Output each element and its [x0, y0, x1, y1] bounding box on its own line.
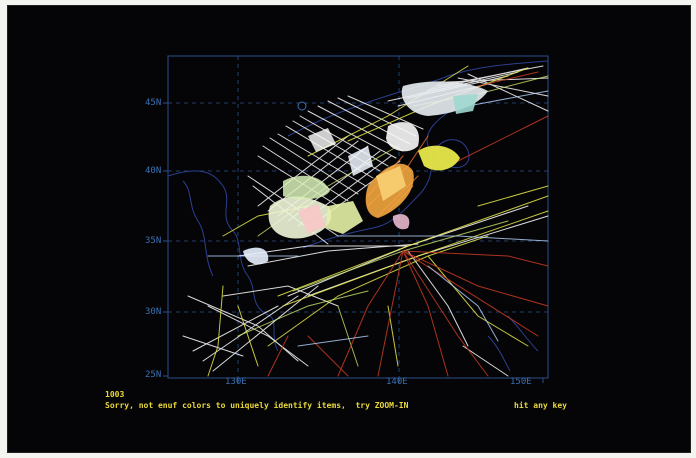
lat-label-45n: 45N	[145, 98, 162, 108]
track-density-patches	[243, 81, 488, 265]
map-frame	[167, 55, 549, 379]
lon-label-140e: 140E	[386, 377, 408, 387]
ticks	[163, 102, 544, 383]
lat-label-40n: 40N	[145, 166, 162, 176]
lat-label-35n: 35N	[145, 236, 162, 246]
japan-coast	[302, 105, 459, 249]
lat-label-25n: 25N	[145, 370, 162, 380]
ship-track-map	[163, 55, 549, 383]
hit-any-key-prompt: hit any key	[514, 401, 567, 410]
korea-coast	[167, 170, 279, 352]
graphics-display: 45N 40N 35N 30N 25N 130E 140E 150E 1003 …	[8, 6, 690, 452]
lon-label-130e: 130E	[225, 377, 247, 387]
china-coast	[182, 180, 214, 277]
lat-label-30n: 30N	[145, 307, 162, 317]
track-count: 1003	[105, 390, 125, 399]
islands-coast	[487, 315, 539, 372]
lon-label-150e: 150E	[510, 377, 532, 387]
status-message: Sorry, not enuf colors to uniquely ident…	[105, 401, 409, 410]
